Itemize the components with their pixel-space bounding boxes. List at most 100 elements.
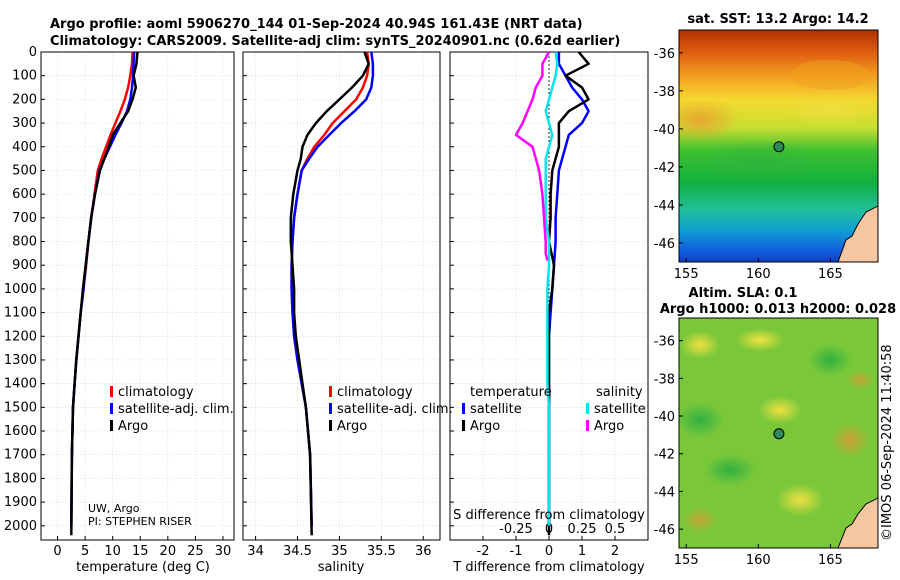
diff-xlabel: T difference from climatology bbox=[452, 560, 645, 575]
legend-label: satellite bbox=[470, 402, 522, 417]
legend-heading-salinity: salinity bbox=[596, 385, 643, 400]
title-line-2: Climatology: CARS2009. Satellite-adj cli… bbox=[50, 34, 620, 49]
imos-watermark: ©IMOS 06-Sep-2024 11:40:58 bbox=[880, 344, 895, 541]
sst-map-field bbox=[679, 30, 878, 262]
depth-tick-label: 300 bbox=[12, 116, 37, 131]
map-y-tick-label: -44 bbox=[654, 485, 675, 500]
series-line bbox=[289, 51, 370, 536]
temperature-xlabel: temperature (deg C) bbox=[76, 560, 210, 575]
diff-xlabel-salinity: S difference from climatology bbox=[453, 508, 645, 523]
difference-legend: temperature satellite Argo salinity sate… bbox=[462, 385, 646, 434]
legend-label: climatology bbox=[118, 385, 194, 400]
depth-tick-label: 1400 bbox=[4, 377, 37, 392]
depth-tick-label: 700 bbox=[12, 211, 37, 226]
x-tick-label-salinity: -0.25 bbox=[499, 522, 533, 537]
map-y-tick-label: -38 bbox=[654, 85, 675, 100]
salinity-legend: climatology satellite-adj. clim. Argo bbox=[329, 385, 453, 434]
temperature-panel: 0 5 10 15 20 25 30 bbox=[40, 51, 235, 559]
x-tick-label-salinity: 0.25 bbox=[568, 522, 597, 537]
sla-map-title-1: Altim. SLA: 0.1 bbox=[689, 286, 798, 301]
x-tick-label: 15 bbox=[132, 544, 149, 559]
depth-tick-label: 100 bbox=[12, 69, 37, 84]
argo-position-marker-sla bbox=[773, 428, 785, 440]
sla-map-frame bbox=[678, 317, 879, 549]
legend-swatch-sat bbox=[110, 403, 113, 414]
x-tick-label: -2 bbox=[477, 544, 490, 559]
map-x-tick-label: 155 bbox=[674, 553, 699, 568]
sla-map-field bbox=[679, 318, 878, 548]
depth-tick-label: 800 bbox=[12, 235, 37, 250]
depth-tick-label: 200 bbox=[12, 92, 37, 107]
x-tick-label: 0 bbox=[545, 544, 553, 559]
series-line bbox=[290, 51, 375, 526]
legend-swatch-t-sat bbox=[462, 403, 465, 414]
map-y-tick-label: -40 bbox=[654, 410, 675, 425]
legend-swatch-s-argo bbox=[586, 420, 589, 431]
map-y-tick-label: -36 bbox=[654, 335, 675, 350]
sst-map-frame bbox=[678, 29, 879, 263]
legend-swatch-argo bbox=[329, 420, 332, 431]
map-y-tick-label: -40 bbox=[654, 123, 675, 138]
panel-frame bbox=[40, 51, 235, 541]
map-y-tick-label: -42 bbox=[654, 448, 675, 463]
legend-label: Argo bbox=[470, 419, 500, 434]
series-line bbox=[547, 51, 590, 536]
legend-swatch-s-sat bbox=[586, 403, 589, 414]
depth-tick-label: 1900 bbox=[4, 495, 37, 510]
legend-label: Argo bbox=[337, 419, 367, 434]
series-line bbox=[514, 51, 551, 261]
temperature-legend: climatology satellite-adj. clim. Argo bbox=[110, 385, 234, 434]
legend-label: satellite-adj. clim. bbox=[337, 402, 453, 417]
x-tick-label: 25 bbox=[187, 544, 204, 559]
map-y-tick-label: -46 bbox=[654, 523, 675, 538]
map-x-tick-label: 160 bbox=[746, 553, 771, 568]
map-y-tick-label: -38 bbox=[654, 372, 675, 387]
title-line-1: Argo profile: aoml 5906270_144 01-Sep-20… bbox=[50, 17, 583, 32]
legend-swatch-t-argo bbox=[462, 420, 465, 431]
depth-tick-label: 900 bbox=[12, 258, 37, 273]
x-tick-label: 20 bbox=[160, 544, 177, 559]
depth-tick-label: 0 bbox=[29, 45, 37, 60]
map-x-tick-label: 160 bbox=[746, 267, 771, 282]
x-tick-label: 34 bbox=[247, 544, 264, 559]
map-x-tick-label: 165 bbox=[818, 553, 843, 568]
legend-swatch-clim bbox=[329, 386, 332, 397]
depth-tick-label: 1700 bbox=[4, 448, 37, 463]
depth-tick-label: 1100 bbox=[4, 306, 37, 321]
x-tick-label: 36 bbox=[415, 544, 432, 559]
legend-label: Argo bbox=[118, 419, 148, 434]
legend-heading-temperature: temperature bbox=[470, 385, 552, 400]
legend-swatch-argo bbox=[110, 420, 113, 431]
credit-line-1: UW, Argo bbox=[88, 502, 140, 515]
credit-line-2: PI: STEPHEN RISER bbox=[88, 515, 192, 528]
depth-tick-label: 1000 bbox=[4, 282, 37, 297]
x-tick-label: 5 bbox=[81, 544, 89, 559]
legend-swatch-sat bbox=[329, 403, 332, 414]
sla-map-title-2: Argo h1000: 0.013 h2000: 0.028 bbox=[660, 302, 896, 317]
x-tick-label: 34.5 bbox=[283, 544, 312, 559]
legend-label: Argo bbox=[594, 419, 624, 434]
depth-tick-label: 500 bbox=[12, 163, 37, 178]
depth-tick-label: 1800 bbox=[4, 471, 37, 486]
series-line bbox=[70, 51, 139, 536]
series-line bbox=[544, 51, 559, 526]
map-y-tick-label: -44 bbox=[654, 199, 675, 214]
legend-label: satellite-adj. clim. bbox=[118, 402, 234, 417]
salinity-xlabel: salinity bbox=[318, 560, 365, 575]
depth-tick-label: 600 bbox=[12, 187, 37, 202]
depth-tick-label: 2000 bbox=[4, 519, 37, 534]
depth-axis-labels: 0 100 200 300 400 500 600 700 800 900 1000 1100 1200… bbox=[4, 45, 37, 534]
panel-frame bbox=[242, 51, 441, 541]
argo-position-marker-sst bbox=[773, 141, 785, 153]
x-tick-label-salinity: 0.5 bbox=[605, 522, 626, 537]
depth-tick-label: 1300 bbox=[4, 353, 37, 368]
map-x-tick-label: 155 bbox=[674, 267, 699, 282]
depth-tick-label: 1500 bbox=[4, 400, 37, 415]
x-tick-label: 35.5 bbox=[367, 544, 396, 559]
x-tick-label: -1 bbox=[510, 544, 523, 559]
map-y-tick-label: -42 bbox=[654, 161, 675, 176]
x-tick-label: 2 bbox=[611, 544, 619, 559]
sst-map-axes: 155 160 165 -36 -38 -40 -42 -44 -46 bbox=[654, 47, 843, 282]
legend-label: climatology bbox=[337, 385, 413, 400]
